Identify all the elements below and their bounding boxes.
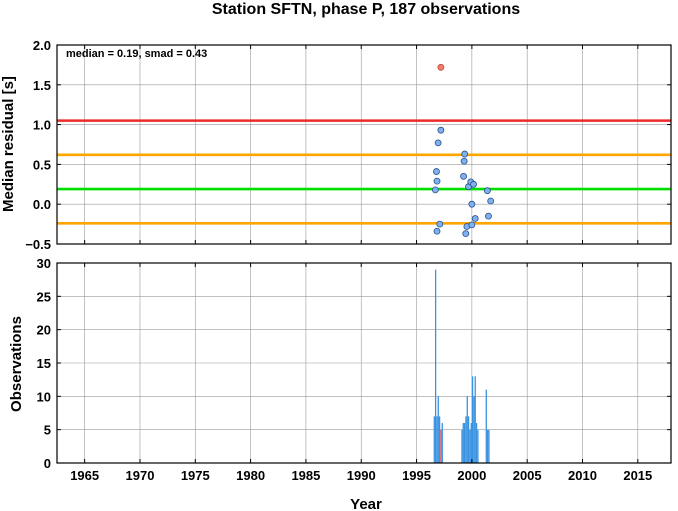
residual-point (460, 157, 468, 165)
x-axis-label: Year (350, 496, 382, 511)
median-smad-annotation: median = 0.19, smad = 0.43 (66, 48, 207, 60)
x-tick-label: 2005 (513, 468, 542, 483)
observation-bar (473, 396, 475, 463)
observation-bar (465, 416, 467, 463)
y-tick-label: 1.0 (33, 118, 51, 133)
observation-bar (471, 376, 474, 463)
y-tick-label: 0.5 (33, 157, 51, 172)
observations-bars (433, 269, 490, 463)
residual-point (437, 126, 445, 134)
observation-bar (469, 429, 471, 463)
y-tick-label: 5 (44, 423, 51, 438)
residual-point (461, 150, 469, 158)
residual-point (468, 200, 476, 208)
x-tick-label: 1990 (347, 468, 376, 483)
observation-bar (474, 376, 476, 463)
y-tick-label: 15 (37, 356, 51, 371)
observation-bar (485, 389, 487, 463)
residual-y-axis-label: Median residual [s] (0, 76, 17, 212)
x-tick-label: 2015 (623, 468, 652, 483)
residual-point (433, 227, 441, 235)
observation-bar (436, 416, 438, 463)
observations-ticks: 1965 1970 1975 1980 1985 1990 1995 2000 2005 2010… (37, 256, 671, 483)
observation-bar (461, 429, 463, 463)
observation-bar (475, 423, 478, 463)
x-tick-label: 1995 (402, 468, 431, 483)
chart-title: Station SFTN, phase P, 187 observations (212, 1, 520, 18)
y-tick-label: 2.0 (33, 38, 51, 53)
observation-bar (470, 423, 472, 463)
x-tick-label: 1970 (126, 468, 155, 483)
residual-point (483, 187, 491, 195)
residual-reference-lines (57, 119, 671, 225)
observation-bar (433, 416, 435, 463)
x-tick-label: 2000 (457, 468, 486, 483)
y-tick-label: 10 (37, 389, 51, 404)
residual-point (470, 180, 477, 188)
residual-point (460, 172, 467, 180)
observations-panel: 1965 1970 1975 1980 1985 1990 1995 2000 2005 2010… (8, 256, 672, 483)
observation-bar (488, 429, 490, 463)
residual-point (433, 177, 441, 185)
observations-grid (57, 262, 671, 464)
residual-point (485, 212, 492, 220)
x-tick-label: 1985 (291, 468, 320, 483)
residual-point (433, 168, 440, 175)
residual-point (487, 197, 495, 205)
observation-bar (462, 423, 464, 463)
observation-bar (477, 429, 479, 463)
x-tick-label: 1975 (181, 468, 210, 483)
y-tick-label: 25 (37, 289, 51, 304)
residual-point (468, 221, 476, 229)
residual-grid (57, 44, 671, 245)
y-tick-label: 1.5 (33, 78, 51, 93)
observations-y-axis-label: Observations (8, 316, 25, 412)
residual-ticks: −0.5 0.0 0.5 1.0 1.5 2.0 (25, 38, 671, 252)
x-tick-label: 1965 (70, 468, 99, 483)
x-tick-label: 1980 (236, 468, 265, 483)
observation-bar (441, 423, 443, 463)
residual-point (471, 215, 479, 222)
y-tick-label: 0.0 (33, 197, 51, 212)
observation-bar (438, 416, 441, 463)
observation-bar (434, 269, 437, 463)
observation-bar (467, 416, 470, 463)
x-tick-label: 2010 (568, 468, 597, 483)
observation-bar (437, 396, 439, 463)
residual-point (434, 139, 442, 147)
residual-point (462, 230, 470, 238)
observation-bar (486, 429, 489, 463)
residual-plot-frame (56, 44, 672, 245)
y-tick-label: −0.5 (25, 237, 51, 252)
outlier-point (437, 63, 445, 71)
observation-bar (466, 396, 468, 463)
residual-point (436, 220, 444, 228)
y-tick-label: 0 (44, 456, 51, 471)
residual-points (431, 63, 495, 238)
observation-bar (463, 423, 466, 463)
observation-bar (440, 429, 442, 463)
y-tick-label: 30 (37, 256, 51, 271)
residual-panel: −0.5 0.0 0.5 1.0 1.5 2.0 median = 0.19, smad … (0, 38, 672, 252)
residual-point (431, 186, 439, 194)
y-tick-label: 20 (37, 323, 51, 338)
